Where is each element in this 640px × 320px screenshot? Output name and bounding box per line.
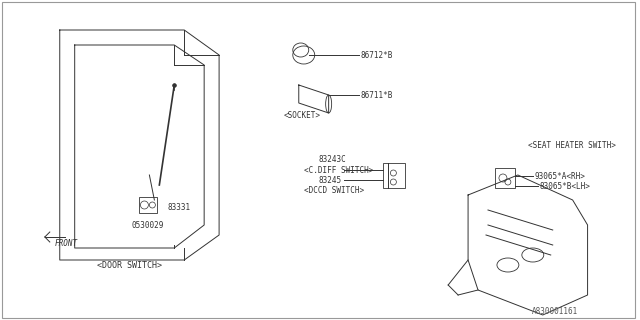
Text: 93065*A<RH>: 93065*A<RH> xyxy=(535,172,586,180)
Text: 83065*B<LH>: 83065*B<LH> xyxy=(540,181,591,190)
Text: 83245: 83245 xyxy=(319,175,342,185)
Text: 0530029: 0530029 xyxy=(131,220,164,229)
Text: <SOCKET>: <SOCKET> xyxy=(284,110,321,119)
Text: FRONT: FRONT xyxy=(55,238,78,247)
Text: A830001161: A830001161 xyxy=(531,308,578,316)
Text: <DCCD SWITCH>: <DCCD SWITCH> xyxy=(304,186,364,195)
Text: 83243C: 83243C xyxy=(319,155,346,164)
Text: 86711*B: 86711*B xyxy=(360,91,393,100)
Text: <DOOR SWITCH>: <DOOR SWITCH> xyxy=(97,260,162,269)
Text: <C.DIFF SWITCH>: <C.DIFF SWITCH> xyxy=(304,165,373,174)
Text: <SEAT HEATER SWITH>: <SEAT HEATER SWITH> xyxy=(528,140,616,149)
Text: 83331: 83331 xyxy=(167,203,191,212)
Text: 86712*B: 86712*B xyxy=(360,51,393,60)
